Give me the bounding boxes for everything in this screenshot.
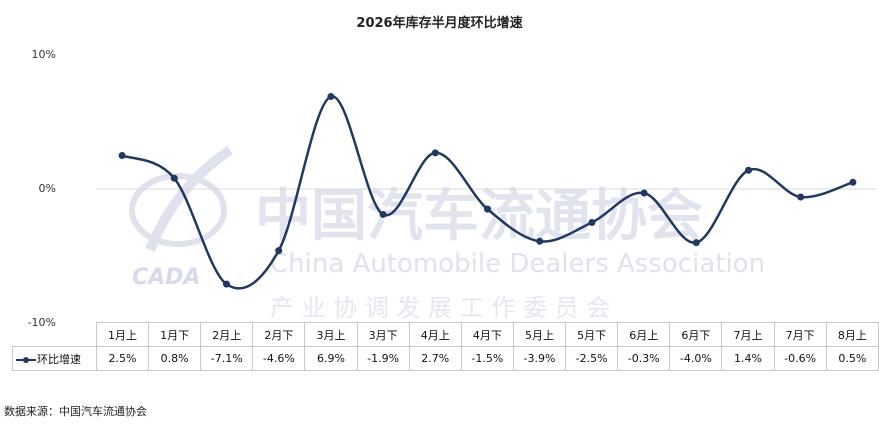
table-header-cell: 7月上: [721, 322, 775, 347]
watermark-name-en: China Automobile Dealers Association: [270, 249, 765, 279]
chart-title: 2026年库存半月度环比增速: [356, 16, 523, 31]
legend-entry: 环比增速: [12, 346, 97, 371]
data-point-2月上: [223, 280, 230, 288]
y-tick-label-top: 10%: [31, 48, 56, 61]
data-point-8月上: [849, 178, 857, 186]
table-header-cell: 8月上: [825, 322, 879, 347]
table-value-cell: -0.3%: [617, 346, 671, 371]
table-header-cell: 1月下: [148, 322, 202, 347]
table-value-cell: -7.1%: [200, 346, 254, 371]
y-tick-label-zero: 0%: [38, 182, 56, 195]
data-point-3月下: [379, 210, 387, 218]
data-point-5月下: [588, 219, 596, 226]
table-value-cell: -1.9%: [356, 346, 410, 371]
table-header-cell: 6月下: [669, 322, 723, 347]
table-header-cell: 5月下: [565, 322, 619, 347]
table-value-cell: -4.6%: [252, 346, 306, 371]
table-header-cell: 1月上: [95, 322, 150, 347]
table-value-cell: 1.4%: [721, 346, 775, 371]
series-line: [121, 95, 854, 290]
table-value-cell: -1.5%: [460, 346, 514, 371]
table-value-cell: 6.9%: [304, 346, 358, 371]
data-point-7月上: [745, 166, 752, 174]
table-header-cell: 6月上: [617, 322, 671, 347]
source-note: 数据来源：中国汽车流通协会: [4, 405, 147, 418]
table-value-cell: -4.0%: [669, 346, 723, 371]
data-point-6月下: [692, 239, 700, 247]
legend-label: 环比增速: [37, 352, 81, 366]
table-value-cell: -0.6%: [773, 346, 827, 371]
table-value-cell: -2.5%: [565, 346, 619, 371]
table-header-cell: 2月上: [200, 322, 254, 347]
watermark-logo-text: CADA: [132, 265, 200, 290]
table-header-cell: 3月上: [304, 322, 358, 347]
data-point-6月上: [640, 189, 648, 197]
table-header-cell: 5月上: [512, 322, 567, 347]
table-value-cell: -3.9%: [512, 346, 567, 371]
watermark-sub-cn: 产 业 协 调 发 展 工 作 委 员 会: [270, 294, 610, 322]
table-value-cell: 2.7%: [408, 346, 462, 371]
data-point-4月下: [484, 205, 491, 213]
data-point-1月上: [118, 152, 126, 159]
series-points: [118, 93, 857, 288]
table-header-cell: 4月下: [460, 322, 514, 347]
table-header-cell: 2月下: [252, 322, 306, 347]
table-value-row: 环比增速 2.5% 0.8% -7.1% -4.6% 6.9% -1.9% 2.7% -1.5…: [12, 346, 879, 371]
table-header-cell: 3月下: [356, 322, 410, 347]
data-table: 1月上 1月下 2月上 2月下 3月上 3月下 4月上 4月下 5月上 5月下 6月上 6月下 7月上 7…: [12, 322, 879, 371]
table-header-cell: 4月上: [408, 322, 462, 347]
table-header-row: 1月上 1月下 2月上 2月下 3月上 3月下 4月上 4月下 5月上 5月下 6月上 6月下 7月上 7…: [12, 322, 879, 347]
data-point-7月下: [797, 193, 805, 201]
table-header-cell: 7月下: [773, 322, 827, 347]
table-value-cell: 0.5%: [825, 346, 879, 371]
legend-marker-icon: [16, 356, 36, 363]
data-point-4月上: [431, 149, 439, 157]
data-point-2月下: [275, 247, 283, 255]
watermark-name-cn: 中国汽车流通协会: [255, 183, 703, 249]
table-value-cell: 2.5%: [95, 346, 150, 371]
table-value-cell: 0.8%: [148, 346, 202, 371]
data-point-3月上: [327, 93, 335, 101]
data-point-1月下: [170, 174, 178, 182]
table-corner-cell: [12, 322, 97, 347]
data-point-5月上: [536, 237, 544, 245]
